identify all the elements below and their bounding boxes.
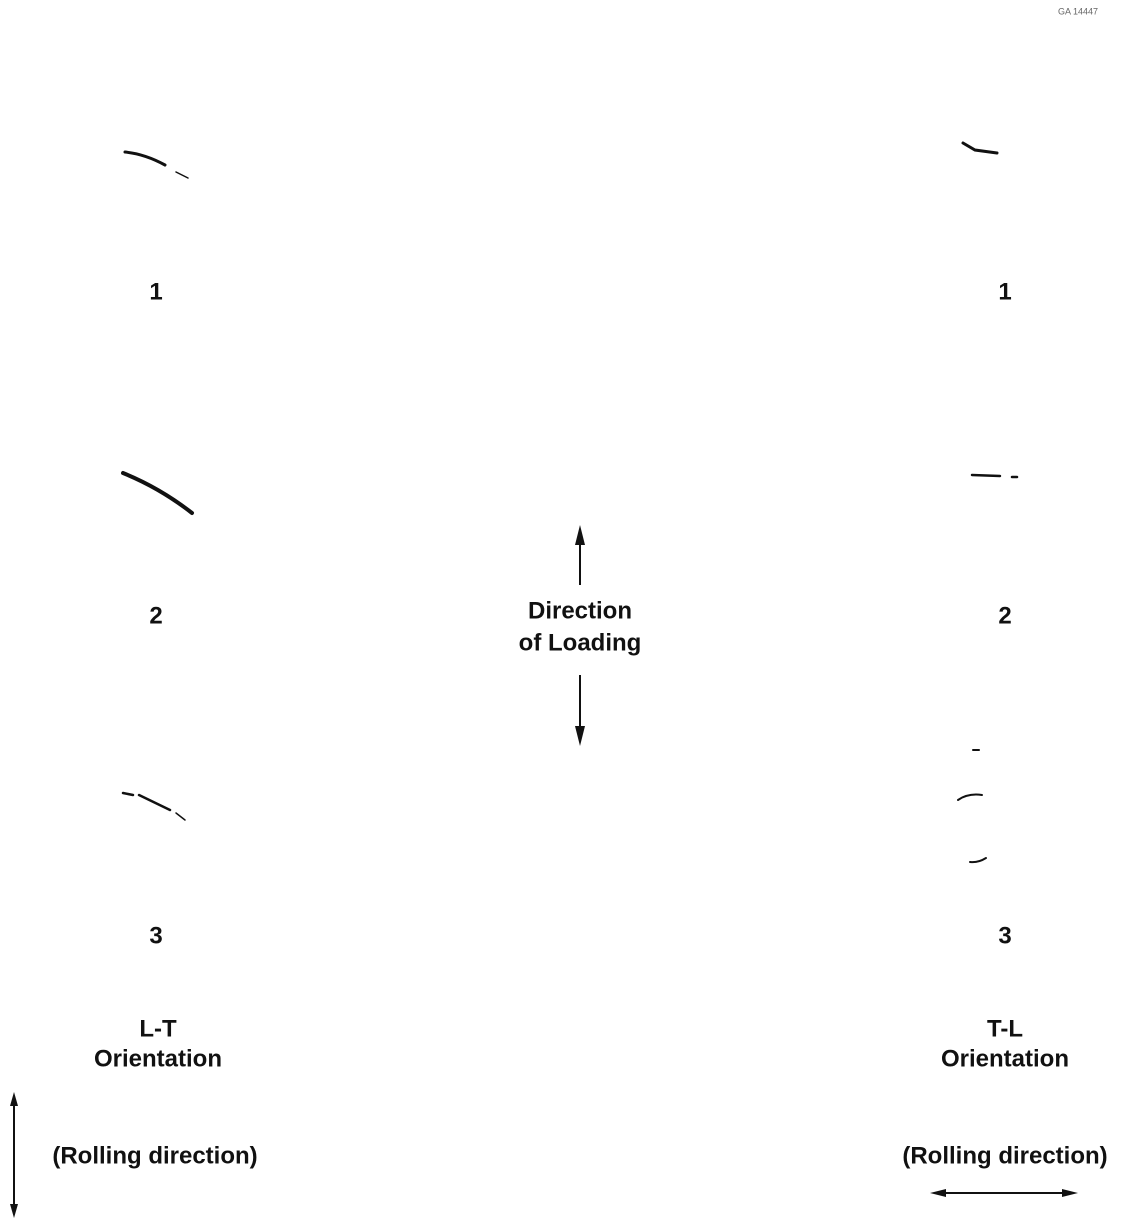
arrow-head [10,1092,18,1106]
figure: GA 14447 1 2 3 L-T Orientation (Rolling … [0,0,1137,1220]
arrow-head [575,726,585,746]
crack [176,172,188,178]
page: GA 14447 1 2 3 L-T Orientation (Rolling … [0,0,1137,1220]
rolling-label: (Rolling direction) [52,1142,257,1169]
loading-label: of Loading [519,629,642,656]
crack [972,475,1017,477]
specimen-label: 1 [998,278,1011,305]
orientation-label: Orientation [941,1045,1069,1072]
crack [123,793,170,810]
orientation-label: L-T [139,1015,177,1042]
crack [958,795,982,800]
loading-label: Direction [528,597,632,624]
specimen-label: 3 [998,922,1011,949]
arrow-head [930,1189,946,1197]
arrow-head [1062,1189,1078,1197]
stamp: GA 14447 [1058,6,1098,16]
crack [125,152,165,165]
specimen-label: 1 [149,278,162,305]
crack [123,473,192,513]
arrow-head [575,525,585,545]
specimen-label: 2 [998,602,1011,629]
specimen-label: 2 [149,602,162,629]
rolling-label: (Rolling direction) [902,1142,1107,1169]
orientation-label: Orientation [94,1045,222,1072]
crack [963,143,997,153]
crack [970,858,986,862]
orientation-label: T-L [987,1015,1023,1042]
crack [176,813,185,820]
arrow-head [10,1204,18,1218]
specimen-label: 3 [149,922,162,949]
